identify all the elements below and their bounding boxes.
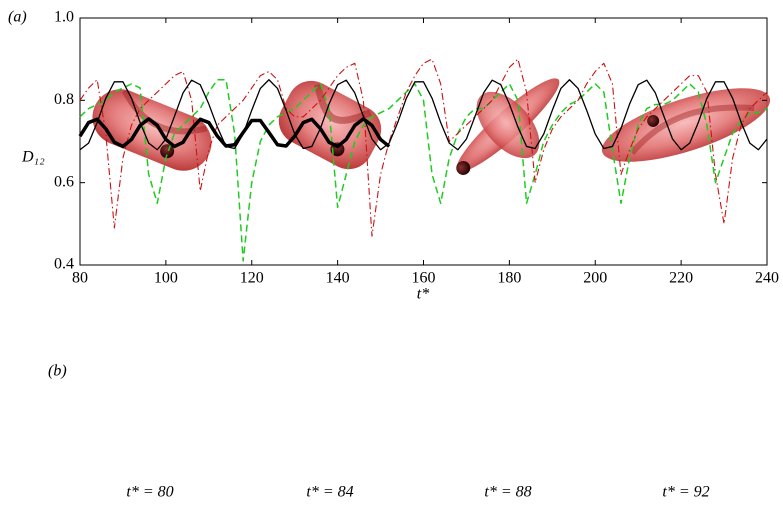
y-tick-label: 1.0 (54, 9, 74, 26)
y-tick-label: 0.6 (54, 173, 74, 190)
caption: t* = 92 (662, 484, 709, 501)
panel-label: (b) (48, 363, 67, 380)
x-tick-label: 180 (497, 270, 521, 287)
x-tick-label: 140 (326, 270, 350, 287)
caption: t* = 80 (126, 484, 173, 501)
x-tick-label: 220 (669, 270, 693, 287)
x-tick-label: 200 (583, 270, 607, 287)
shape (278, 80, 382, 170)
line-series (79, 79, 768, 262)
shape (601, 88, 771, 162)
caption: t* = 84 (306, 484, 353, 501)
shape (92, 89, 212, 171)
line-series (78, 117, 391, 149)
x-tick-label: 80 (72, 270, 88, 287)
x-tick-label: 240 (755, 270, 779, 287)
y-tick-label: 0.8 (54, 91, 74, 108)
shape (456, 78, 560, 175)
x-tick-label: 120 (240, 270, 264, 287)
y-axis-label: D₁₂ (21, 149, 45, 166)
x-axis-label: t* (417, 286, 429, 303)
x-tick-label: 100 (154, 270, 178, 287)
x-tick-label: 160 (412, 270, 436, 287)
line-series (79, 58, 768, 237)
caption: t* = 88 (484, 484, 531, 501)
panel-b: (b) (48, 78, 771, 380)
line-series (79, 79, 768, 151)
panel-label: (a) (8, 9, 27, 26)
y-tick-label: 0.4 (54, 256, 74, 273)
